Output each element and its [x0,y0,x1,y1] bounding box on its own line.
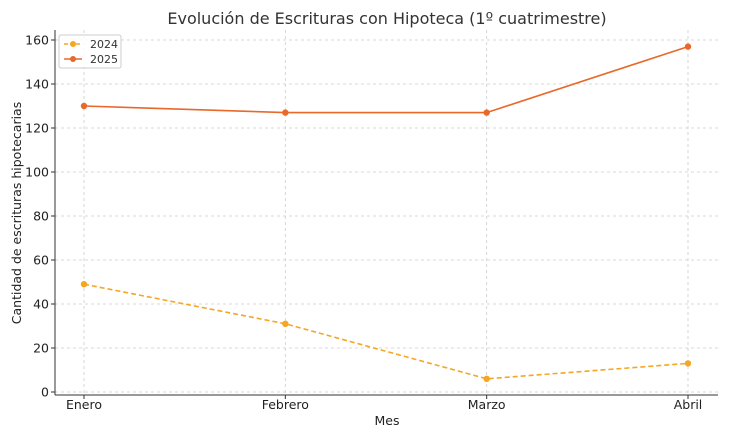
legend-marker-2025 [70,56,76,62]
y-axis-label: Cantidad de escrituras hipotecarias [9,102,24,324]
data-point-2024 [684,360,692,367]
y-tick-label: 160 [25,33,49,48]
series-line-2024 [83,283,689,380]
data-point-2025 [684,43,692,50]
legend-label-2024: 2024 [90,38,118,51]
ticks-layer: 0 20 40 60 80 100 120 140 160 Enero Febrero Marzo Ab… [25,33,702,413]
data-point-2024 [282,320,289,327]
y-tick-label: 100 [25,165,49,180]
data-point-2025 [282,109,289,116]
legend-label-2025: 2025 [90,53,118,66]
y-tick-label: 80 [33,209,49,224]
legend-marker-2024 [70,41,76,47]
series-line-2025 [83,45,689,114]
x-tick-label: Enero [66,397,102,412]
x-tick-label: Abril [674,397,703,412]
y-tick-label: 40 [33,297,49,312]
axes-layer [54,30,718,396]
data-point-2024 [483,375,490,382]
x-tick-label: Marzo [468,397,506,412]
y-tick-label: 140 [25,77,49,92]
y-tick-label: 0 [41,385,49,400]
legend: 2024 2025 [58,34,122,69]
data-point-2024 [80,281,88,288]
y-tick-label: 120 [25,121,49,136]
x-axis-label: Mes [375,413,400,428]
chart-title: Evolución de Escrituras con Hipoteca (1º… [167,9,606,28]
x-tick-label: Febrero [262,397,309,412]
series-layer [80,43,692,382]
data-point-2025 [483,109,490,116]
grid-layer [55,30,718,395]
y-tick-label: 20 [33,341,49,356]
y-tick-label: 60 [33,253,49,268]
data-point-2025 [80,102,88,110]
